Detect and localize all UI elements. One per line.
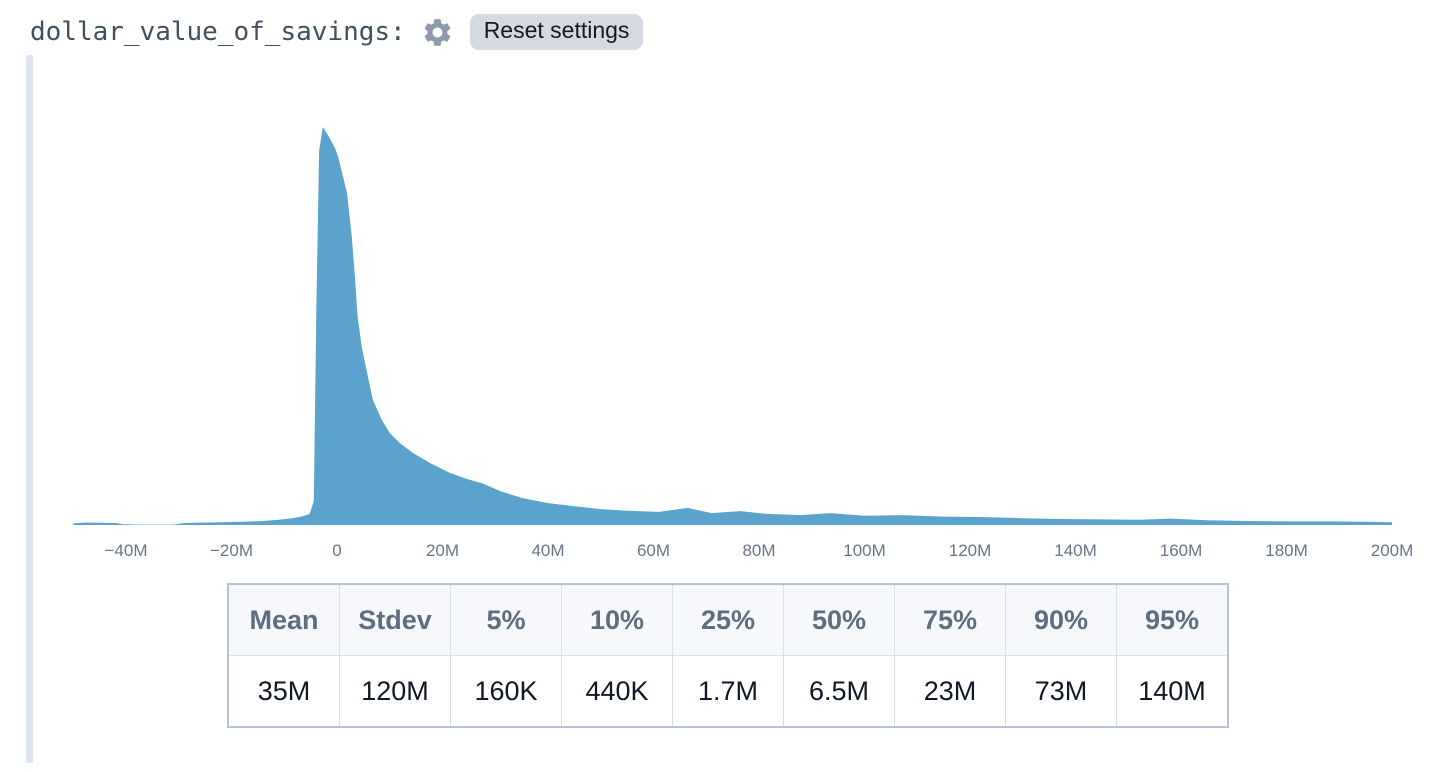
stats-header-cell: 90%	[1005, 583, 1117, 656]
settings-gear-button[interactable]	[421, 16, 454, 49]
x-axis-tick-label: 180M	[1265, 541, 1308, 560]
stats-header-cell: 75%	[894, 583, 1006, 656]
stats-value-cell: 35M	[227, 655, 340, 728]
stats-header-cell: 10%	[561, 583, 673, 656]
x-axis-tick-label: 120M	[949, 541, 992, 560]
stats-header-cell: Mean	[227, 583, 340, 656]
cell-header: dollar_value_of_savings: Reset settings	[30, 12, 644, 52]
stats-value-cell: 440K	[561, 655, 673, 728]
reset-settings-button[interactable]: Reset settings	[469, 14, 644, 50]
stats-table-container: Mean Stdev 5% 10% 25% 50% 75% 90% 95% 35M 120M 160…	[227, 583, 1229, 728]
stats-value-cell: 160K	[450, 655, 562, 728]
x-axis-tick-label: 80M	[742, 541, 775, 560]
stats-value-cell: 140M	[1116, 655, 1229, 728]
stats-header-cell: Stdev	[339, 583, 451, 656]
stats-value-cell: 1.7M	[672, 655, 784, 728]
x-axis-tick-label: 20M	[426, 541, 459, 560]
x-axis: −40M −20M 0 20M 40M 60M 80M 100M 120M 140M 160M 180…	[105, 541, 1414, 560]
stats-header-cell: 25%	[672, 583, 784, 656]
x-axis-tick-label: −40M	[105, 541, 148, 560]
stats-value-row: 35M 120M 160K 440K 1.7M 6.5M 23M 73M 140M	[227, 655, 1229, 728]
stats-header-row: Mean Stdev 5% 10% 25% 50% 75% 90% 95%	[227, 583, 1229, 656]
density-chart: −40M −20M 0 20M 40M 60M 80M 100M 120M 140M 160M 180…	[73, 127, 1414, 560]
stats-value-cell: 23M	[894, 655, 1006, 728]
density-area	[73, 127, 1392, 525]
x-axis-tick-label: 200M	[1371, 541, 1414, 560]
x-axis-tick-label: 160M	[1160, 541, 1203, 560]
stats-header-cell: 5%	[450, 583, 562, 656]
stats-table: Mean Stdev 5% 10% 25% 50% 75% 90% 95% 35M 120M 160…	[227, 583, 1229, 728]
x-axis-tick-label: 60M	[637, 541, 670, 560]
stats-value-cell: 6.5M	[783, 655, 895, 728]
gear-icon	[424, 18, 451, 46]
stats-header-cell: 50%	[783, 583, 895, 656]
x-axis-tick-label: 100M	[843, 541, 886, 560]
cell-focus-bar	[26, 55, 33, 763]
x-axis-tick-label: 140M	[1054, 541, 1097, 560]
stats-header-cell: 95%	[1116, 583, 1229, 656]
x-axis-tick-label: 0	[332, 541, 341, 560]
x-axis-tick-label: −20M	[210, 541, 253, 560]
stats-value-cell: 73M	[1005, 655, 1117, 728]
x-axis-tick-label: 40M	[531, 541, 564, 560]
variable-title: dollar_value_of_savings:	[30, 17, 406, 47]
stats-value-cell: 120M	[339, 655, 451, 728]
